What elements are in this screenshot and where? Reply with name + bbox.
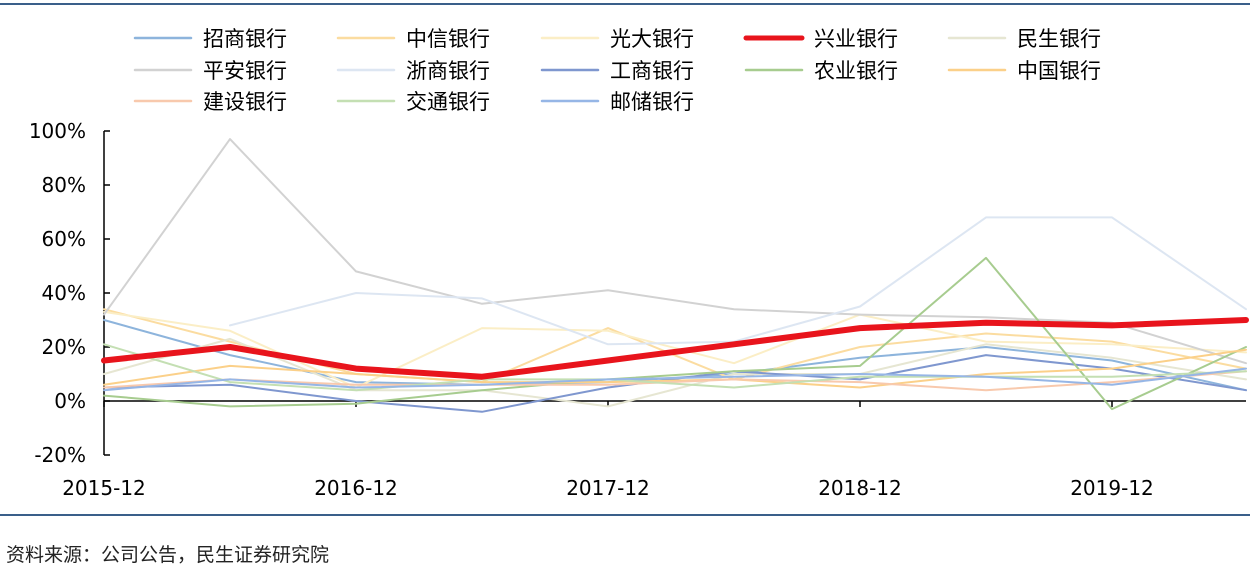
series-line — [103, 256, 1247, 411]
series-line — [103, 370, 1247, 392]
x-tick-label: 2019-12 — [1070, 476, 1154, 500]
y-tick-label: 0% — [54, 389, 86, 413]
x-tick-label: 2015-12 — [62, 476, 146, 500]
legend-label: 民生银行 — [1017, 27, 1101, 51]
y-tick-label: 40% — [42, 281, 86, 305]
x-tick-label: 2016-12 — [314, 476, 398, 500]
y-tick-label: 80% — [42, 173, 86, 197]
legend-label: 招商银行 — [203, 27, 287, 51]
series-line — [103, 138, 1247, 365]
x-axis: 2015-12 2016-12 2017-12 2018-12 2019-12 — [62, 400, 1246, 500]
series-line — [101, 317, 1249, 380]
y-tick-label: 60% — [42, 227, 86, 251]
legend-label: 平安银行 — [203, 59, 287, 83]
bottom-rule — [0, 514, 1250, 516]
legend-label: 邮储银行 — [610, 90, 694, 114]
legend-label: 建设银行 — [203, 90, 287, 114]
chart-series — [101, 138, 1249, 413]
legend-label: 浙商银行 — [406, 59, 490, 83]
legend-label: 中国银行 — [1017, 59, 1101, 83]
legend-label: 交通银行 — [406, 90, 490, 114]
series-line — [103, 337, 1247, 408]
legend-label: 工商银行 — [610, 59, 694, 83]
top-rule — [0, 3, 1250, 5]
source-note: 资料来源：公司公告，民生证券研究院 — [6, 544, 330, 566]
legend-label: 兴业银行 — [814, 27, 898, 51]
y-tick-label: 100% — [29, 119, 86, 143]
y-tick-label: -20% — [34, 443, 86, 467]
series-line — [103, 367, 1247, 392]
y-axis: -20% 0% 20% 40% 60% 80% 100% — [29, 119, 110, 467]
legend-label: 中信银行 — [406, 27, 490, 51]
legend-label: 光大银行 — [610, 27, 694, 51]
series-line — [103, 354, 1247, 413]
x-tick-label: 2017-12 — [566, 476, 650, 500]
series-line — [103, 348, 1247, 389]
x-tick-label: 2018-12 — [818, 476, 902, 500]
series-line — [103, 343, 1247, 392]
legend-label: 农业银行 — [814, 59, 898, 83]
y-tick-label: 20% — [42, 335, 86, 359]
